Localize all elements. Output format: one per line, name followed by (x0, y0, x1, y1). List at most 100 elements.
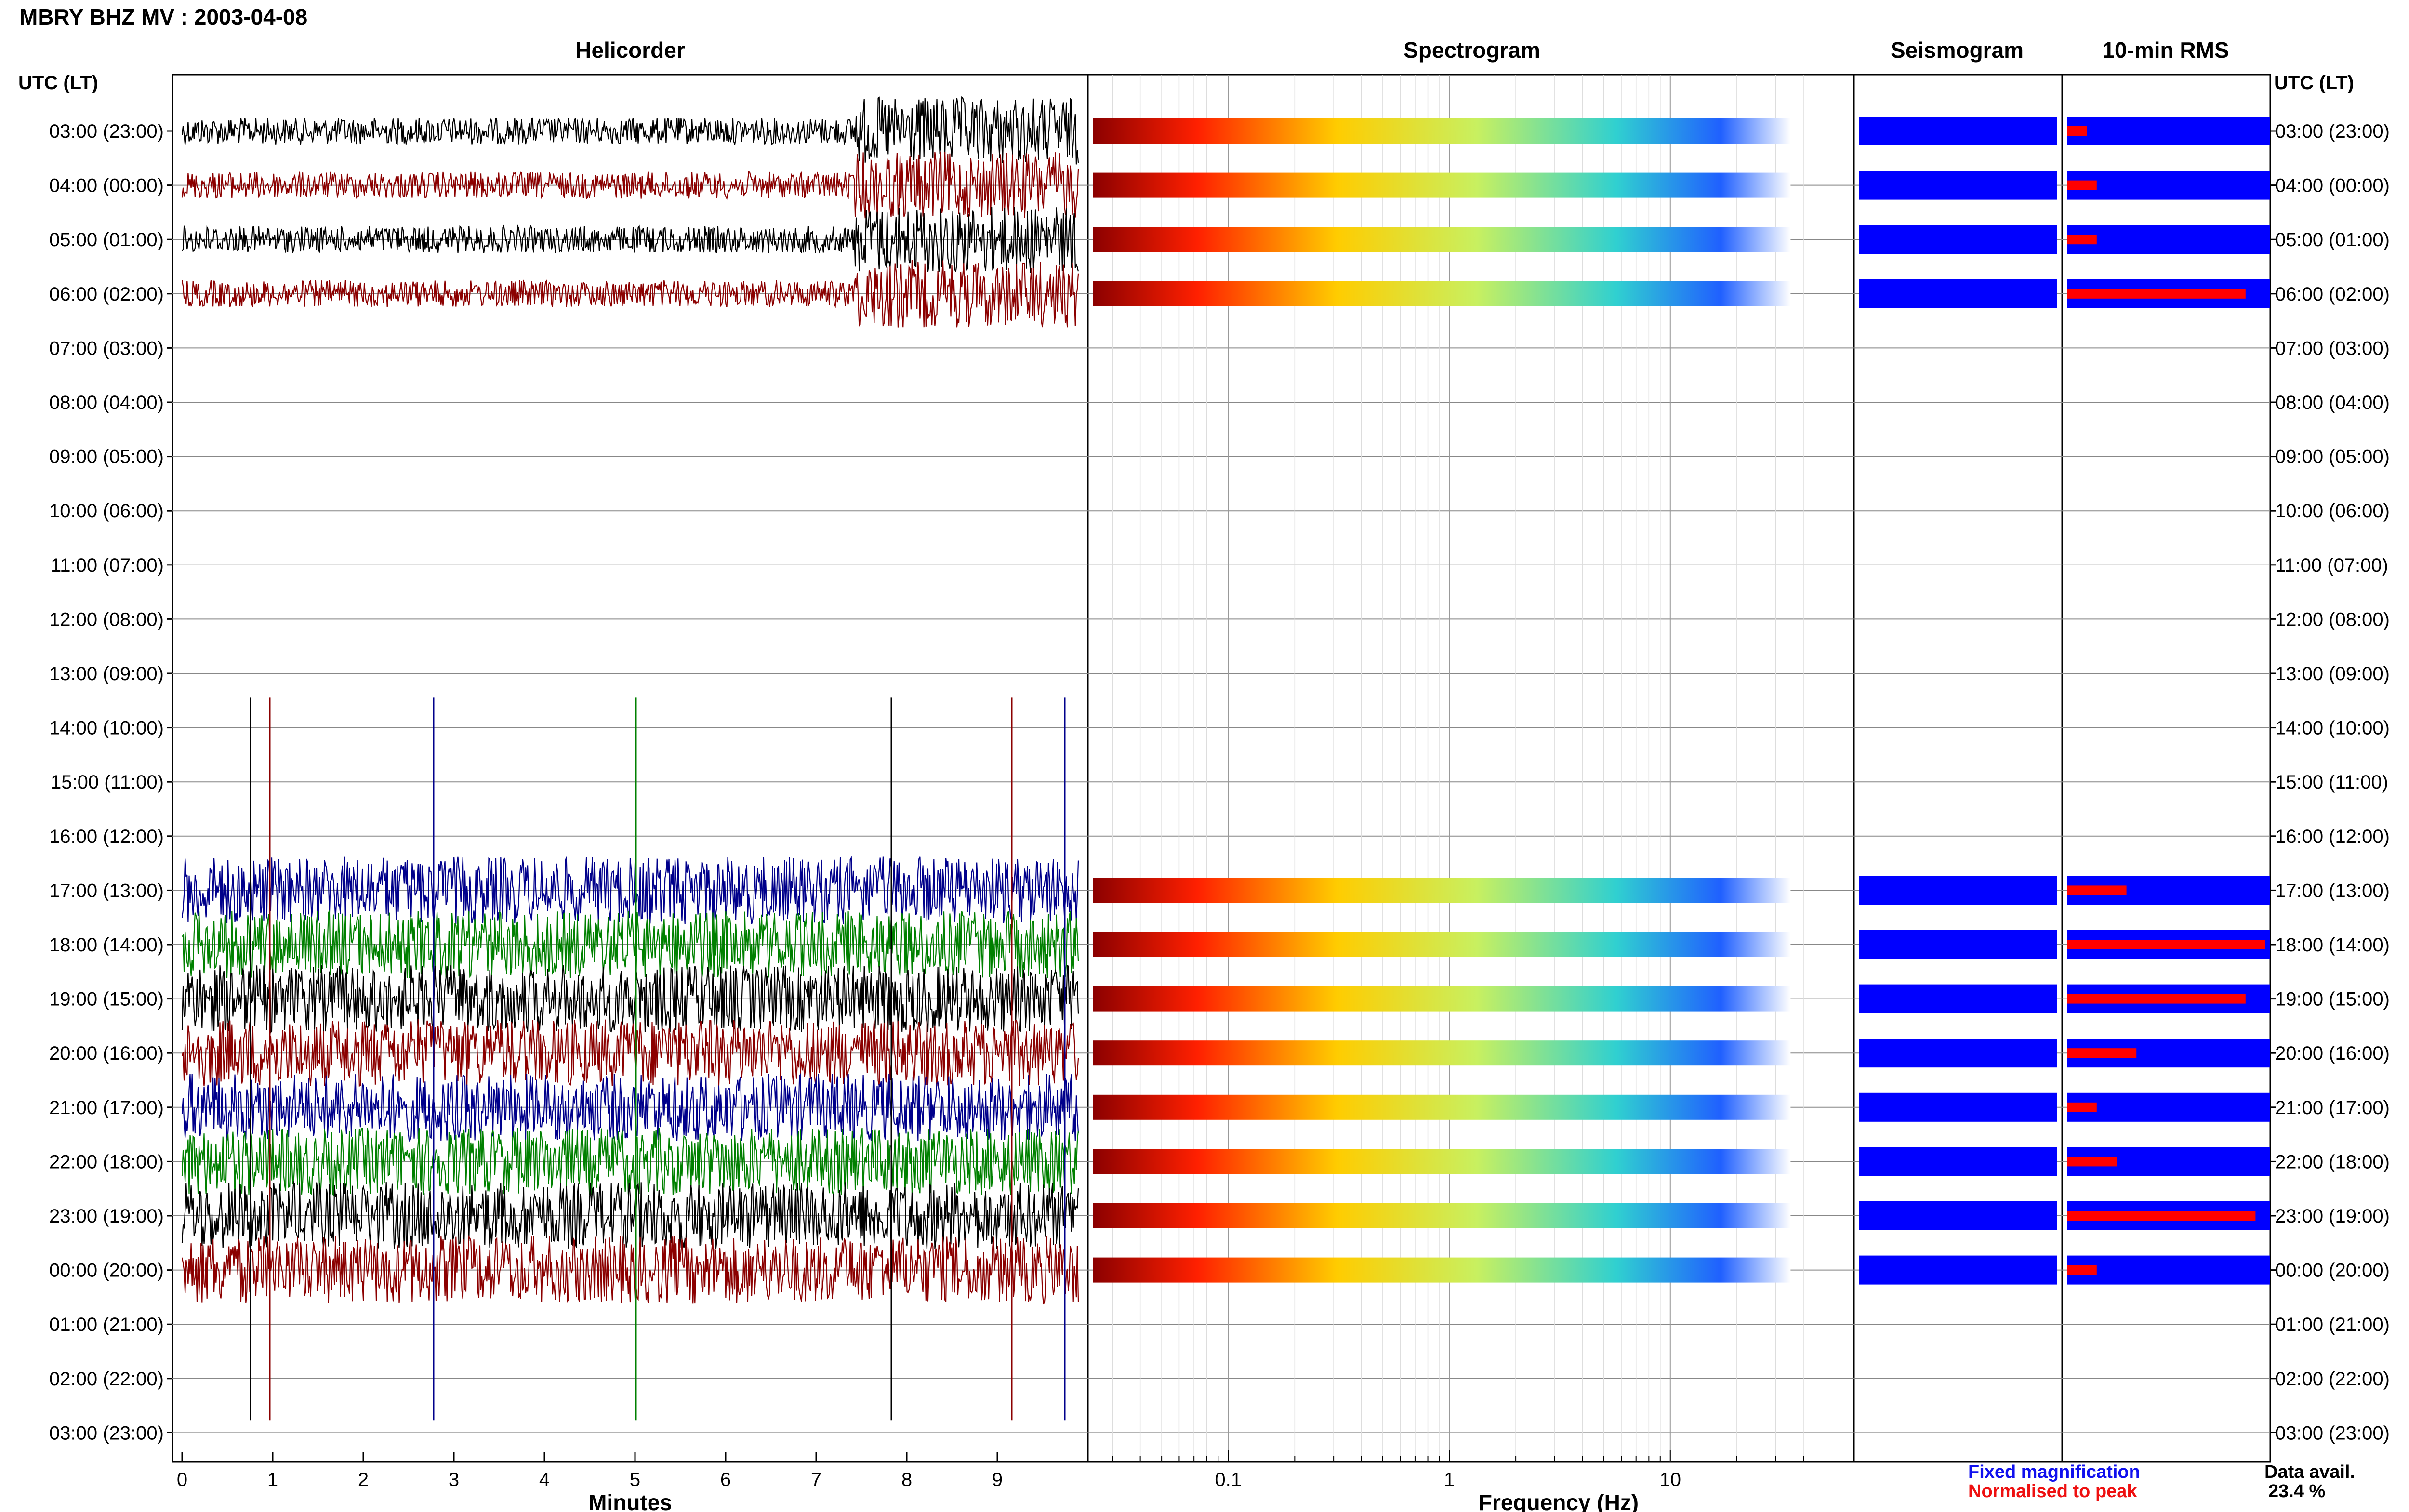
helicorder-header: Helicorder (575, 38, 685, 63)
time-label-right: 03:00 (23:00) (2275, 1422, 2390, 1444)
time-label-right: 09:00 (05:00) (2275, 447, 2390, 468)
time-label-left: 15:00 (11:00) (51, 772, 164, 793)
rms-normalised-bar (2067, 1265, 2097, 1275)
time-label-right: 08:00 (04:00) (2275, 392, 2390, 413)
time-label-left: 17:00 (13:00) (49, 880, 164, 901)
rms-normalised-bar (2067, 289, 2246, 299)
minute-tick-label: 3 (449, 1469, 459, 1490)
seismogram-header: Seismogram (1891, 38, 2024, 63)
rms-frame (2061, 74, 2271, 1463)
rms-fixed-bar (2067, 225, 2270, 254)
time-label-right: 05:00 (01:00) (2275, 229, 2390, 250)
minute-tick-label: 8 (901, 1469, 912, 1490)
time-label-left: 03:00 (23:00) (49, 1422, 164, 1444)
seismogram-band (1859, 1255, 2057, 1285)
time-label-left: 20:00 (16:00) (49, 1043, 164, 1064)
time-label-right: 22:00 (18:00) (2275, 1151, 2390, 1172)
frequency-axis-title: Frequency (Hz) (1479, 1490, 1639, 1512)
rms-normalised-bar (2067, 885, 2127, 895)
spectrogram-band (1093, 932, 1791, 957)
seismogram-band (1859, 1201, 2057, 1230)
rms-normalised-bar (2067, 940, 2265, 949)
minute-tick-label: 4 (539, 1469, 550, 1490)
helicorder-trace (181, 1235, 1079, 1305)
spectrogram-band (1093, 281, 1791, 306)
time-label-left: 01:00 (21:00) (49, 1314, 164, 1335)
time-label-left: 18:00 (14:00) (49, 934, 164, 956)
helicorder-trace (181, 1019, 1079, 1088)
rms-fixed-bar (2067, 1092, 2270, 1122)
seismogram-band (1859, 225, 2057, 254)
time-label-left: 06:00 (02:00) (49, 284, 164, 305)
time-label-right: 20:00 (16:00) (2275, 1043, 2390, 1064)
time-labels: 03:00 (23:00) 03:00 (23:00) 04:00 (00:00) 0… (49, 121, 2390, 1444)
seismogram-band (1859, 117, 2057, 145)
helicorder-trace (182, 909, 1079, 978)
minute-tick-label: 0 (177, 1469, 187, 1490)
spectrogram-header: Spectrogram (1403, 38, 1540, 63)
rms-fixed-bar (2067, 171, 2270, 200)
time-label-left: 10:00 (06:00) (49, 500, 164, 522)
spectrogram-band (1093, 1257, 1791, 1283)
time-label-left: 11:00 (07:00) (51, 555, 164, 576)
spectrogram-band (1093, 1040, 1791, 1066)
time-label-right: 13:00 (09:00) (2275, 663, 2390, 684)
rms-normalised-bar (2067, 1048, 2137, 1058)
time-label-right: 16:00 (12:00) (2275, 826, 2390, 847)
rms-normalised-bar (2067, 1157, 2117, 1167)
freq-tick-label: 0.1 (1215, 1469, 1242, 1490)
time-label-right: 02:00 (22:00) (2275, 1368, 2390, 1390)
helicorder-trace (181, 856, 1079, 924)
time-label-right: 12:00 (08:00) (2275, 609, 2390, 630)
rms-normalised-bar (2067, 235, 2097, 245)
helicorder-trace (181, 96, 1079, 165)
seismogram-band (1859, 1092, 2057, 1122)
freq-tick-label: 10 (1660, 1469, 1681, 1490)
seismogram-band (1859, 930, 2057, 959)
time-label-right: 15:00 (11:00) (2275, 772, 2388, 793)
data-avail-value: 23.4 % (2268, 1481, 2325, 1501)
time-label-left: 03:00 (23:00) (49, 121, 164, 142)
time-label-right: 06:00 (02:00) (2275, 284, 2390, 305)
rms-header: 10-min RMS (2102, 38, 2229, 63)
spectrogram-band (1093, 118, 1791, 144)
time-label-right: 07:00 (03:00) (2275, 338, 2390, 359)
time-label-right: 10:00 (06:00) (2275, 500, 2390, 522)
rms-normalised-bar (2067, 1211, 2256, 1221)
time-label-right: 00:00 (20:00) (2275, 1260, 2390, 1281)
time-label-left: 04:00 (00:00) (49, 175, 164, 197)
time-label-left: 19:00 (15:00) (49, 989, 164, 1010)
time-label-right: 14:00 (10:00) (2275, 718, 2390, 739)
time-label-right: 19:00 (15:00) (2275, 989, 2390, 1010)
minute-tick-label: 9 (992, 1469, 1003, 1490)
time-label-left: 14:00 (10:00) (49, 718, 164, 739)
seismogram-band (1859, 171, 2057, 200)
helicorder-trace (181, 151, 1079, 219)
helicorder-trace (182, 207, 1079, 273)
rms-normalised-bar (2067, 180, 2097, 190)
time-label-left: 16:00 (12:00) (49, 826, 164, 847)
time-label-right: 11:00 (07:00) (2275, 555, 2388, 576)
legend-normalised-to-peak: Normalised to peak (1968, 1481, 2137, 1501)
helicorder-trace (181, 1073, 1079, 1142)
helicorder-trace (181, 1180, 1079, 1250)
freq-tick-label: 1 (1444, 1469, 1455, 1490)
minutes-axis-title: Minutes (588, 1490, 672, 1512)
helicorder-trace (181, 964, 1079, 1034)
rms-bars (2067, 117, 2270, 1285)
helicorder-trace (181, 260, 1079, 328)
spectrogram-bands (1093, 118, 1791, 1283)
time-label-left: 02:00 (22:00) (49, 1368, 164, 1390)
x-axis-ticks: 0 1 2 3 4 5 6 7 8 9 0.1 1 10 (177, 1450, 1804, 1490)
time-axis-title-left: UTC (LT) (18, 72, 98, 93)
spectrogram-band (1093, 1203, 1791, 1228)
minute-tick-label: 7 (811, 1469, 821, 1490)
rms-normalised-bar (2067, 1102, 2097, 1112)
seismogram-band (1859, 279, 2057, 308)
minute-tick-label: 5 (630, 1469, 640, 1490)
seismogram-band (1859, 1147, 2057, 1176)
minute-tick-label: 6 (720, 1469, 731, 1490)
time-label-left: 23:00 (19:00) (49, 1206, 164, 1227)
time-label-left: 00:00 (20:00) (49, 1260, 164, 1281)
